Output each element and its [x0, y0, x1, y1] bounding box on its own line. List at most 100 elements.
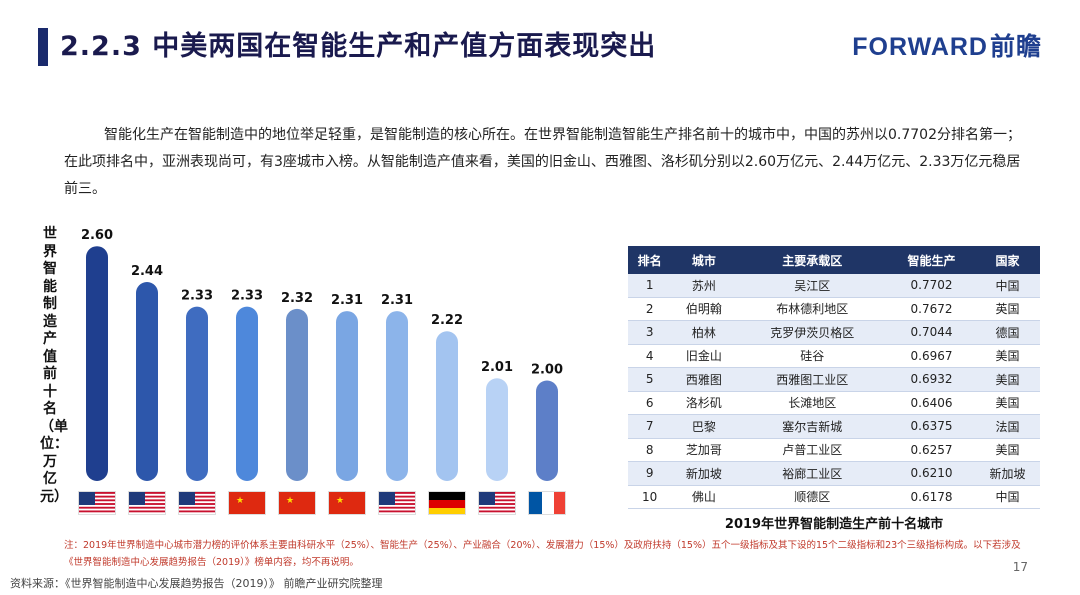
cell-city: 巴黎	[671, 414, 737, 439]
table-row: 3 柏林 克罗伊茨贝格区 0.7044 德国	[628, 320, 1040, 345]
bar-value-label: 2.01	[481, 360, 513, 375]
cell-city: 苏州	[671, 274, 737, 298]
cell-score: 0.7702	[888, 274, 975, 298]
cell-city: 佛山	[671, 485, 737, 509]
cell-rank: 9	[628, 461, 672, 486]
svg-text:★: ★	[336, 496, 344, 506]
table-row: 5 西雅图 西雅图工业区 0.6932 美国	[628, 367, 1040, 392]
footnote: 注：2019年世界制造中心城市潜力榜的评价体系主要由科研水平（25%）、智能生产…	[64, 540, 1021, 568]
bar-value-label: 2.22	[431, 313, 463, 328]
cell-country: 英国	[974, 297, 1040, 321]
cell-score: 0.6932	[888, 367, 975, 392]
bar-value-label: 2.31	[381, 293, 413, 308]
svg-text:★: ★	[286, 496, 294, 506]
cell-zone: 布林德利地区	[736, 297, 889, 321]
cell-country: 中国	[974, 274, 1040, 298]
cell-country: 新加坡	[974, 461, 1040, 486]
bar-value-label: 2.60	[81, 228, 113, 243]
bar-value-label: 2.33	[181, 289, 213, 304]
cell-country: 美国	[974, 438, 1040, 462]
bar-7	[436, 331, 458, 481]
cell-zone: 西雅图工业区	[736, 367, 889, 392]
th-rank: 排名	[628, 246, 672, 274]
cn-flag-icon: ★	[278, 491, 316, 515]
page-title: 2.2.3 中美两国在智能生产和产值方面表现突出	[60, 31, 657, 62]
bar-8	[486, 378, 508, 481]
cell-country: 美国	[974, 367, 1040, 392]
us-flag-icon	[478, 491, 516, 515]
smart-production-ranking-table: 排名 城市 主要承载区 智能生产 国家 1 苏州 吴江区 0.7702 中国 2 伯明翰 布林…	[628, 246, 1040, 509]
cell-score: 0.6375	[888, 414, 975, 439]
cell-country: 德国	[974, 320, 1040, 345]
fr-flag-icon	[528, 491, 566, 515]
us-flag-icon	[78, 491, 116, 515]
table-row: 9 新加坡 裕廊工业区 0.6210 新加坡	[628, 461, 1040, 486]
cell-rank: 3	[628, 320, 672, 345]
de-flag-icon	[428, 491, 466, 515]
table-caption: 2019年世界智能制造生产前十名城市	[724, 517, 944, 532]
th-city: 城市	[671, 246, 737, 274]
cell-city: 旧金山	[671, 344, 737, 368]
cell-city: 新加坡	[671, 461, 737, 486]
cell-zone: 卢普工业区	[736, 438, 889, 462]
cell-rank: 6	[628, 391, 672, 415]
th-country: 国家	[974, 246, 1040, 274]
cell-rank: 7	[628, 414, 672, 439]
cell-score: 0.6210	[888, 461, 975, 486]
cell-zone: 吴江区	[736, 274, 889, 298]
cell-score: 0.6178	[888, 485, 975, 509]
cell-city: 芝加哥	[671, 438, 737, 462]
bar-5	[336, 311, 358, 481]
cell-score: 0.6967	[888, 344, 975, 368]
cell-country: 中国	[974, 485, 1040, 509]
bar-value-label: 2.44	[131, 264, 163, 279]
chart-y-axis-label: 世界智能制造产值前十名（单位：万亿元）	[40, 226, 68, 505]
cell-rank: 1	[628, 274, 672, 298]
cell-city: 柏林	[671, 320, 737, 345]
table-row: 1 苏州 吴江区 0.7702 中国	[628, 274, 1040, 298]
title-accent-bar	[38, 28, 48, 66]
cell-country: 美国	[974, 344, 1040, 368]
bar-2	[186, 306, 208, 481]
table-row: 10 佛山 顺德区 0.6178 中国	[628, 485, 1040, 509]
table-row: 2 伯明翰 布林德利地区 0.7672 英国	[628, 297, 1040, 321]
bar-4	[286, 308, 308, 481]
cell-zone: 硅谷	[736, 344, 889, 368]
output-value-bar-chart: 2.60旧金山2.44西雅图2.33洛杉矶2.33深圳2.32苏州2.31上海2…	[78, 228, 563, 505]
bar-value-label: 2.31	[331, 293, 363, 308]
cell-zone: 塞尔吉新城	[736, 414, 889, 439]
bar-value-label: 2.00	[531, 362, 563, 377]
table-row: 7 巴黎 塞尔吉新城 0.6375 法国	[628, 414, 1040, 439]
cell-rank: 4	[628, 344, 672, 368]
cell-zone: 长滩地区	[736, 391, 889, 415]
bar-value-label: 2.32	[281, 291, 313, 306]
cell-score: 0.6406	[888, 391, 975, 415]
logo-cn: 前瞻	[989, 33, 1042, 61]
th-zone: 主要承载区	[736, 246, 889, 274]
table-header-row: 排名 城市 主要承载区 智能生产 国家	[628, 246, 1040, 274]
cell-zone: 顺德区	[736, 485, 889, 509]
table-row: 8 芝加哥 卢普工业区 0.6257 美国	[628, 438, 1040, 462]
cell-score: 0.6257	[888, 438, 975, 462]
cell-rank: 5	[628, 367, 672, 392]
bar-1	[136, 282, 158, 481]
cell-city: 伯明翰	[671, 297, 737, 321]
cell-rank: 8	[628, 438, 672, 462]
bar-3	[236, 306, 258, 481]
cell-score: 0.7044	[888, 320, 975, 345]
us-flag-icon	[178, 491, 216, 515]
cn-flag-icon: ★	[228, 491, 266, 515]
table-row: 4 旧金山 硅谷 0.6967 美国	[628, 344, 1040, 368]
brand-logo: FORWARD前瞻	[852, 32, 1042, 62]
bar-9	[536, 380, 558, 481]
cell-city: 洛杉矶	[671, 391, 737, 415]
cell-score: 0.7672	[888, 297, 975, 321]
page-number: 17	[1012, 560, 1028, 574]
data-source: 资料来源：《世界智能制造中心发展趋势报告（2019）》 前瞻产业研究院整理	[10, 577, 383, 590]
cell-zone: 克罗伊茨贝格区	[736, 320, 889, 345]
bar-value-label: 2.33	[231, 289, 263, 304]
us-flag-icon	[378, 491, 416, 515]
intro-paragraph: 智能化生产在智能制造中的地位举足轻重，是智能制造的核心所在。在世界智能制造智能生…	[64, 127, 1021, 197]
us-flag-icon	[128, 491, 166, 515]
bar-0	[86, 246, 108, 481]
